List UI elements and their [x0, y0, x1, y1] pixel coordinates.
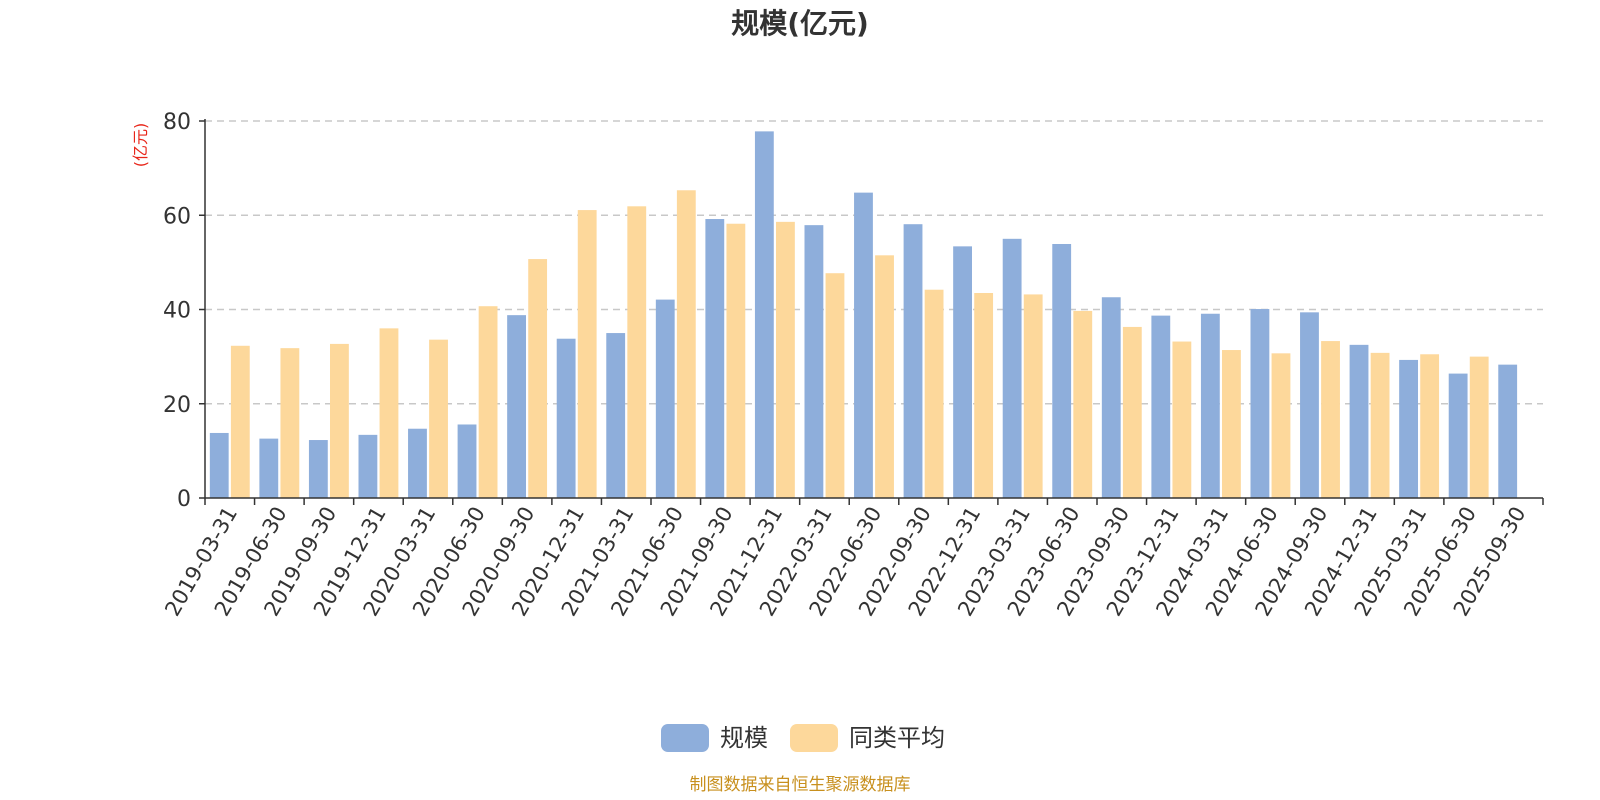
bar-scale	[1200, 313, 1220, 498]
bar-peer-average	[1469, 356, 1489, 498]
bar-scale	[1498, 364, 1518, 498]
bar-scale	[507, 315, 526, 498]
bar-scale	[1250, 309, 1270, 498]
bar-scale	[754, 131, 774, 498]
bar-peer-average	[776, 221, 795, 498]
bar-peer-average	[429, 339, 448, 498]
y-tick-label: 80	[163, 110, 191, 135]
bar-peer-average	[627, 206, 647, 498]
bar-peer-average	[330, 343, 349, 498]
y-tick-label: 20	[163, 393, 191, 418]
bar-scale	[854, 192, 873, 498]
bar-scale	[1151, 315, 1171, 498]
bar-scale	[308, 440, 328, 498]
bar-scale	[1399, 359, 1418, 498]
legend: 规模 同类平均	[661, 724, 945, 752]
bar-scale	[804, 225, 824, 499]
bar-scale	[953, 246, 972, 498]
bar-peer-average	[1420, 354, 1440, 498]
bar-scale	[655, 299, 675, 498]
bar-peer-average	[974, 293, 994, 498]
x-axis-ticks: 2019-03-312019-06-302019-09-302019-12-31…	[160, 503, 1530, 621]
legend-swatch-scale	[661, 724, 709, 752]
bar-scale	[556, 338, 576, 498]
bar-scale	[1300, 312, 1319, 498]
bars	[209, 131, 1518, 499]
y-tick-label: 60	[163, 204, 191, 229]
bar-scale	[358, 434, 378, 498]
bar-scale	[606, 333, 626, 498]
bar-scale	[903, 224, 923, 499]
bar-peer-average	[478, 306, 498, 498]
bar-scale	[1448, 373, 1468, 498]
y-axis-unit-label: (亿元)	[131, 123, 150, 168]
legend-swatch-peer-average	[790, 724, 838, 752]
data-source-note: 制图数据来自恒生聚源数据库	[690, 775, 911, 795]
bar-scale	[1349, 344, 1369, 498]
bar-peer-average	[379, 328, 399, 498]
bar-scale	[1052, 243, 1072, 498]
bar-peer-average	[1370, 352, 1390, 498]
bar-scale	[209, 432, 229, 498]
bar-peer-average	[726, 223, 746, 499]
gridlines	[205, 120, 1543, 405]
bar-scale	[259, 438, 279, 498]
legend-label-scale: 规模	[720, 724, 768, 752]
bar-peer-average	[577, 210, 597, 498]
bar-scale	[1002, 238, 1022, 498]
legend-label-peer-average: 同类平均	[849, 724, 945, 752]
bar-peer-average	[1222, 350, 1241, 498]
bar-peer-average	[280, 348, 300, 498]
bar-scale	[1101, 297, 1121, 498]
y-axis-ticks: 0 20 40 60 80	[163, 110, 191, 512]
bar-peer-average	[1172, 341, 1192, 498]
bar-peer-average	[1073, 310, 1093, 498]
bar-peer-average	[825, 273, 845, 498]
bar-scale	[705, 219, 725, 498]
y-tick-label: 40	[163, 299, 191, 324]
bar-scale	[457, 424, 477, 498]
axes	[199, 119, 1544, 505]
bar-peer-average	[924, 289, 944, 498]
bar-peer-average	[528, 259, 548, 498]
bar-peer-average	[1271, 353, 1291, 498]
bar-peer-average	[875, 255, 894, 498]
bar-peer-average	[230, 345, 250, 498]
bar-peer-average	[1122, 326, 1142, 498]
bar-peer-average	[676, 190, 696, 498]
y-tick-label: 0	[177, 487, 191, 512]
bar-peer-average	[1023, 294, 1043, 498]
bar-scale	[408, 428, 427, 498]
bar-peer-average	[1321, 341, 1340, 498]
chart-title: 规模(亿元)	[731, 7, 869, 40]
